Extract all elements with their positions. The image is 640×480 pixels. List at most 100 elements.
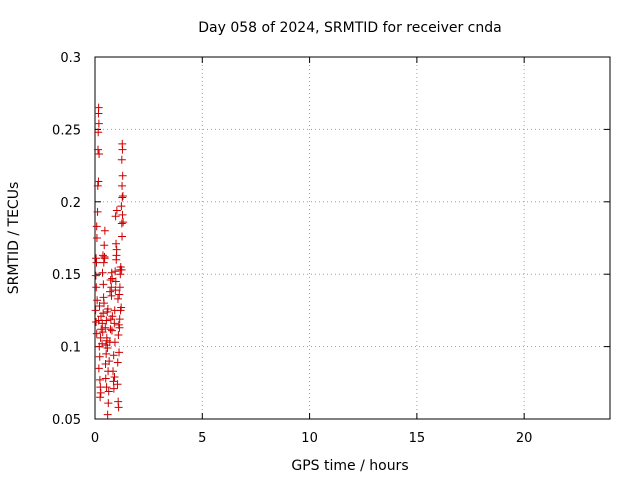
y-tick-label: 0.05 bbox=[52, 413, 81, 428]
data-point bbox=[115, 283, 124, 292]
plot-frame bbox=[94, 56, 611, 420]
data-point bbox=[100, 254, 109, 263]
data-point bbox=[94, 364, 103, 373]
data-point bbox=[98, 339, 107, 348]
data-point bbox=[117, 219, 126, 228]
data-point bbox=[113, 294, 122, 303]
data-point bbox=[99, 309, 108, 318]
data-point bbox=[101, 323, 110, 332]
data-point bbox=[103, 410, 112, 419]
data-point bbox=[118, 193, 127, 202]
data-point bbox=[119, 218, 128, 227]
chart-title: Day 058 of 2024, SRMTID for receiver cnd… bbox=[198, 20, 501, 36]
data-point bbox=[102, 349, 111, 358]
data-point bbox=[93, 181, 102, 190]
data-point bbox=[91, 306, 100, 315]
x-tick-label: 0 bbox=[91, 431, 99, 446]
data-point bbox=[113, 358, 122, 367]
data-point bbox=[95, 302, 104, 311]
axis-ticks bbox=[94, 56, 610, 420]
data-point bbox=[108, 312, 117, 321]
data-point bbox=[106, 287, 115, 296]
data-point bbox=[109, 367, 118, 376]
data-point bbox=[106, 325, 115, 334]
y-tick-label: 0.15 bbox=[52, 268, 81, 283]
data-point bbox=[96, 393, 105, 402]
data-point bbox=[104, 387, 113, 396]
data-point bbox=[94, 119, 103, 128]
data-point bbox=[112, 206, 121, 215]
data-point bbox=[118, 210, 127, 219]
x-tick-label: 20 bbox=[516, 431, 533, 446]
data-point bbox=[114, 403, 123, 412]
data-point bbox=[109, 377, 118, 386]
data-point bbox=[94, 177, 103, 186]
data-point bbox=[114, 320, 123, 329]
data-point bbox=[106, 275, 115, 284]
data-point bbox=[103, 304, 112, 313]
data-point bbox=[92, 254, 101, 263]
data-point bbox=[117, 155, 126, 164]
x-tick-label: 10 bbox=[301, 431, 318, 446]
data-point bbox=[95, 375, 104, 384]
y-tick-label: 0.3 bbox=[60, 51, 81, 66]
data-point bbox=[117, 202, 126, 211]
data-point bbox=[92, 329, 101, 338]
data-point bbox=[117, 265, 126, 274]
x-tick-label: 5 bbox=[198, 431, 206, 446]
data-points bbox=[91, 103, 128, 419]
data-point bbox=[99, 258, 108, 267]
data-point bbox=[107, 326, 116, 335]
data-point bbox=[109, 384, 118, 393]
data-point bbox=[118, 192, 127, 201]
data-point bbox=[94, 128, 103, 137]
data-point bbox=[98, 268, 107, 277]
data-point bbox=[94, 145, 103, 154]
data-point bbox=[98, 319, 107, 328]
data-point bbox=[105, 357, 114, 366]
data-point bbox=[96, 388, 105, 397]
y-axis-label: SRMTID / TECUs bbox=[6, 182, 22, 295]
data-point bbox=[113, 380, 122, 389]
data-point bbox=[99, 280, 108, 289]
data-point bbox=[107, 283, 116, 292]
data-point bbox=[111, 267, 120, 276]
data-point bbox=[94, 103, 103, 112]
data-point bbox=[100, 226, 109, 235]
data-point bbox=[111, 286, 120, 295]
data-point bbox=[100, 299, 109, 308]
data-point bbox=[118, 171, 127, 180]
data-point bbox=[111, 277, 120, 286]
data-point bbox=[118, 232, 127, 241]
data-point bbox=[98, 328, 107, 337]
y-tick-label: 0.1 bbox=[60, 341, 81, 356]
x-tick-labels: 0 5 10 15 20 bbox=[91, 431, 533, 446]
data-point bbox=[92, 283, 101, 292]
data-point bbox=[92, 234, 101, 242]
data-point bbox=[103, 344, 112, 353]
data-point bbox=[102, 316, 111, 325]
data-point bbox=[104, 399, 113, 408]
y-tick-label: 0.2 bbox=[60, 196, 81, 211]
data-point bbox=[115, 315, 124, 324]
x-axis-label: GPS time / hours bbox=[291, 458, 408, 474]
y-tick-label: 0.25 bbox=[52, 123, 81, 138]
data-point bbox=[110, 338, 119, 347]
data-point bbox=[101, 374, 110, 383]
grid bbox=[95, 57, 610, 419]
data-point bbox=[91, 271, 100, 280]
data-point bbox=[115, 290, 124, 299]
data-point bbox=[92, 222, 101, 231]
data-point bbox=[111, 212, 120, 221]
data-point bbox=[93, 296, 102, 305]
data-point bbox=[112, 251, 121, 260]
data-point bbox=[95, 352, 104, 361]
data-point bbox=[118, 181, 127, 190]
data-point bbox=[110, 373, 119, 382]
data-point bbox=[109, 351, 118, 360]
y-tick-labels: 0.05 0.1 0.15 0.2 0.25 0.3 bbox=[52, 51, 81, 428]
data-point bbox=[118, 139, 127, 148]
data-point bbox=[107, 291, 116, 300]
data-point bbox=[93, 207, 102, 216]
data-point bbox=[110, 319, 119, 328]
